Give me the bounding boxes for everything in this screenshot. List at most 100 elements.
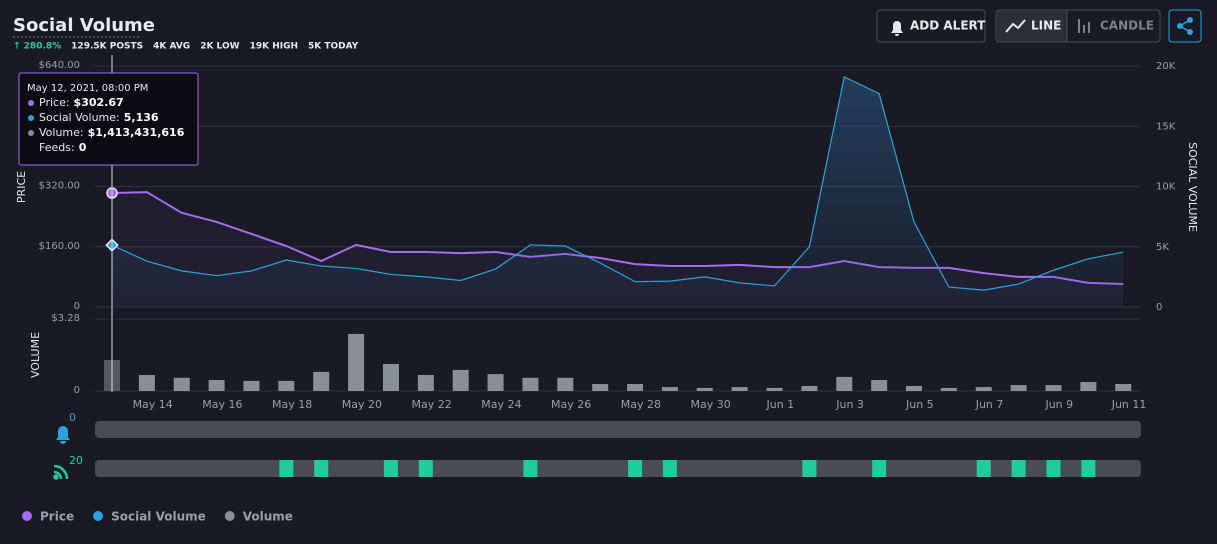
y2-tick-label: 0 bbox=[1156, 302, 1162, 313]
bar bbox=[522, 377, 539, 391]
legend: Price Social Volume Volume bbox=[22, 510, 293, 524]
area bbox=[112, 76, 1124, 307]
y-tick-label: 0 bbox=[74, 301, 80, 312]
line-button[interactable] bbox=[997, 11, 1067, 41]
x-tick-label: May 14 bbox=[133, 398, 173, 411]
alerts-track bbox=[95, 421, 1141, 438]
mode-toggle bbox=[995, 9, 1161, 43]
bar bbox=[348, 333, 365, 391]
legend-swatch bbox=[224, 511, 235, 521]
x-tick-label: Jun 5 bbox=[905, 398, 934, 411]
line bbox=[111, 191, 1124, 286]
bar bbox=[138, 374, 155, 391]
y-axis-label: VOLUME bbox=[29, 332, 42, 378]
y-tick-label: $160.00 bbox=[39, 241, 80, 252]
feed-mark bbox=[802, 460, 817, 477]
stat: ↑ 280.8% bbox=[13, 42, 61, 52]
feed-mark bbox=[314, 460, 329, 477]
bar bbox=[1010, 385, 1027, 391]
bar bbox=[487, 374, 504, 391]
tooltip-label: Social Volume: bbox=[39, 111, 120, 124]
line-icon bbox=[1005, 19, 1026, 33]
feed-mark bbox=[523, 460, 538, 477]
x-tick-label: May 16 bbox=[202, 398, 242, 411]
bar bbox=[906, 385, 923, 391]
add-alert-label: ADD ALERT bbox=[910, 19, 986, 33]
feed-mark bbox=[1081, 460, 1096, 477]
feed-mark bbox=[1011, 460, 1026, 477]
tooltip-value: $302.67 bbox=[74, 96, 124, 109]
tooltip-box bbox=[18, 72, 199, 166]
bar bbox=[208, 380, 225, 391]
tooltip-date: May 12, 2021, 08:00 PM bbox=[27, 83, 148, 94]
tooltip-value: 0 bbox=[79, 141, 87, 154]
y-tick-label: $320.00 bbox=[39, 181, 80, 192]
bar bbox=[173, 377, 190, 391]
x-tick-label: May 28 bbox=[621, 398, 661, 411]
feeds-count: 20 bbox=[69, 454, 83, 467]
tooltip-label: Feeds: bbox=[39, 141, 75, 154]
bar bbox=[382, 364, 399, 391]
feed-mark bbox=[628, 460, 643, 477]
feed-mark bbox=[418, 460, 433, 477]
bar bbox=[452, 369, 469, 391]
bar bbox=[661, 387, 678, 391]
bar bbox=[871, 380, 888, 391]
feed-mark bbox=[662, 460, 677, 477]
bar bbox=[696, 387, 713, 391]
y2-axis-label: SOCIAL VOLUME bbox=[1186, 142, 1199, 232]
tooltip: May 12, 2021, 08:00 PM Price: $302.67 Soci… bbox=[18, 72, 199, 166]
tooltip-value: 5,136 bbox=[124, 111, 159, 124]
stat: 2K LOW bbox=[200, 42, 239, 52]
add-alert-button[interactable] bbox=[876, 9, 986, 43]
stat: 4K AVG bbox=[153, 42, 190, 52]
tooltip-label: Price: bbox=[39, 96, 70, 109]
share-icon bbox=[1177, 17, 1193, 35]
x-tick-label: Jun 9 bbox=[1044, 398, 1073, 411]
y2-tick-label: 5K bbox=[1156, 242, 1169, 253]
legend-label: Volume bbox=[243, 510, 293, 524]
bar bbox=[313, 371, 330, 391]
line bbox=[111, 75, 1124, 291]
bar bbox=[417, 374, 434, 391]
bar bbox=[1045, 385, 1062, 391]
y2-tick-label: 15K bbox=[1156, 121, 1176, 132]
bar bbox=[731, 387, 748, 391]
candle-icon bbox=[1078, 19, 1090, 33]
x-tick-label: May 24 bbox=[481, 398, 521, 411]
x-tick-label: Jun 11 bbox=[1111, 398, 1147, 411]
y-tick-label: $640.00 bbox=[39, 60, 80, 71]
bar bbox=[278, 380, 295, 391]
y2-tick-label: 10K bbox=[1156, 182, 1176, 193]
line-label: LINE bbox=[1031, 19, 1061, 33]
x-tick-label: May 26 bbox=[551, 398, 591, 411]
stats: ↑ 280.8% 129.5K POSTS 4K AVG 2K LOW 19K HIGH… bbox=[13, 42, 359, 52]
y2-tick-label: 20K bbox=[1156, 61, 1176, 72]
x-tick-label: Jun 7 bbox=[975, 398, 1004, 411]
feed-mark bbox=[872, 460, 887, 477]
bar bbox=[836, 376, 853, 391]
legend-label: Social Volume bbox=[111, 510, 206, 524]
bar bbox=[1115, 383, 1132, 391]
legend-swatch bbox=[93, 511, 104, 521]
y-tick-label: $3.28 bbox=[51, 313, 80, 324]
alerts-count: 0 bbox=[69, 411, 76, 424]
x-tick-label: May 20 bbox=[342, 398, 382, 411]
title: Social Volume bbox=[13, 15, 155, 36]
tooltip-dot bbox=[28, 115, 34, 121]
share-button[interactable] bbox=[1168, 9, 1202, 43]
x-tick-label: Jun 3 bbox=[835, 398, 864, 411]
candle-label: CANDLE bbox=[1100, 19, 1154, 33]
tooltip-dot bbox=[28, 100, 34, 106]
x-tick-label: May 18 bbox=[272, 398, 312, 411]
legend-label: Price bbox=[40, 510, 74, 524]
bar bbox=[975, 387, 992, 391]
bar bbox=[1080, 382, 1097, 391]
feeds-icon bbox=[53, 464, 69, 480]
x-tick-label: May 30 bbox=[690, 398, 730, 411]
feed-mark bbox=[279, 460, 294, 477]
legend-swatch bbox=[22, 511, 32, 521]
bar bbox=[940, 387, 957, 391]
bar bbox=[801, 385, 818, 391]
stat: 19K HIGH bbox=[250, 42, 298, 52]
